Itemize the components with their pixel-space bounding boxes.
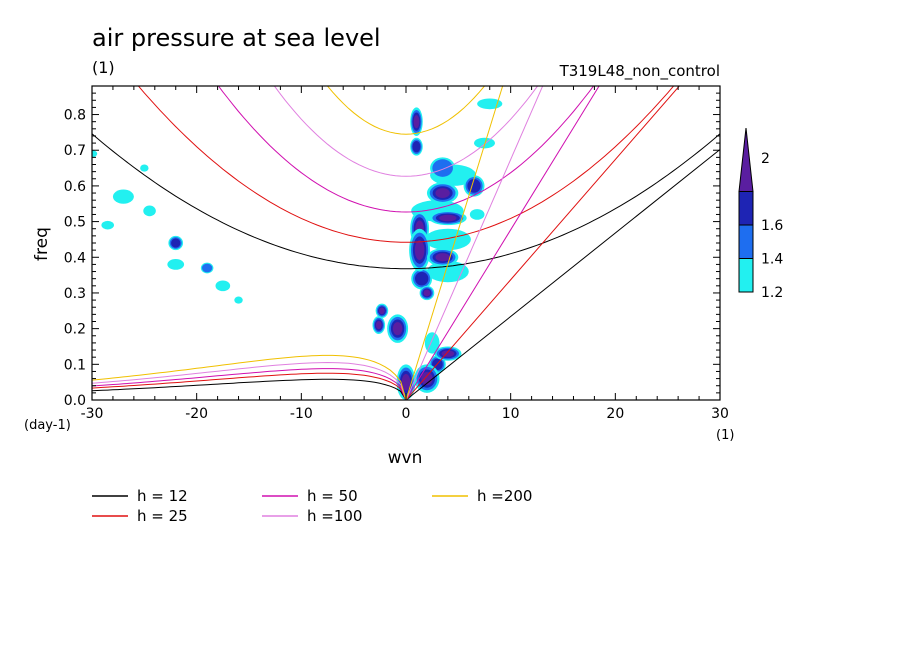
shaded-region-15-level-1 [234, 296, 243, 304]
x-units-label: (1) [716, 428, 734, 443]
shaded-region-27-level-4 [414, 240, 425, 260]
shaded-region-32-level-4 [392, 322, 403, 336]
ig-curve-2 [217, 86, 595, 213]
x-tick-label: -20 [185, 406, 208, 422]
kelvin-curve-2 [405, 86, 600, 400]
shaded-region-22-level-3 [171, 238, 181, 248]
y-tick-label: 0.4 [64, 250, 86, 266]
shaded-region-31-level-4 [375, 320, 382, 330]
legend-label: h = 25 [137, 507, 188, 525]
shaded-region-11-level-1 [167, 259, 185, 270]
kelvin-curve-1 [405, 86, 680, 400]
y-tick-label: 0.5 [64, 215, 86, 231]
x-tick-label: 10 [502, 406, 520, 422]
shaded-region-29-level-4 [423, 289, 431, 297]
shaded-region-28-level-4 [435, 253, 450, 262]
shaded-region-18-level-3 [412, 140, 421, 153]
y-tick-label: 0.7 [64, 143, 86, 159]
x-tick-label: 30 [711, 406, 729, 422]
y-axis-ticks: 0.0 0.1 0.2 0.3 0.4 0.5 0.6 0.7 0.8 [64, 92, 720, 409]
shaded-region-9-level-1 [143, 205, 156, 217]
y-tick-label: 0.1 [64, 357, 86, 373]
shaded-region-8-level-1 [112, 189, 134, 204]
x-tick-label: -30 [81, 406, 104, 422]
legend: h = 12 h = 25 h = 50 h =100 h =200 [92, 487, 532, 525]
x-tick-label: -10 [290, 406, 313, 422]
y-units-label: (day-1) [24, 418, 71, 433]
title-units: (1) [92, 58, 115, 77]
shaded-region-3-level-1 [426, 260, 469, 283]
dispersion-curves [92, 86, 720, 400]
shaded-region-10-level-1 [101, 220, 114, 230]
shaded-region-12-level-1 [215, 280, 231, 292]
legend-label: h = 12 [137, 487, 188, 505]
spectral-power-shading [92, 98, 503, 400]
shaded-region-6-level-1 [474, 137, 495, 149]
shaded-region-25-level-4 [439, 214, 457, 222]
plot-frame [91, 85, 721, 401]
colorbar-label: 1.2 [761, 285, 783, 301]
colorbar-segment [738, 258, 754, 293]
shaded-region-19-level-3 [467, 179, 481, 193]
shaded-region-7-level-1 [469, 209, 485, 220]
y-tick-label: 0.0 [64, 393, 86, 409]
chart-title: air pressure at sea level [92, 24, 381, 52]
shaded-region-17-level-2 [201, 263, 213, 273]
x-axis-label: wvn [388, 448, 423, 468]
y-axis-label: freq [32, 227, 52, 261]
shaded-region-14-level-1 [140, 164, 149, 172]
shaded-region-35-level-4 [421, 372, 433, 386]
shaded-region-30-level-4 [379, 307, 385, 315]
mrg-curve-0 [92, 378, 407, 400]
ig-curve-0 [92, 133, 720, 270]
kelvin-curve-0 [405, 149, 720, 400]
colorbar: 1.2 1.4 1.6 2 [738, 127, 783, 301]
kelvin-curve-4 [405, 86, 504, 400]
legend-label: h =100 [307, 507, 362, 525]
shaded-region-2-level-1 [424, 228, 471, 251]
ig-curve-1 [137, 86, 675, 243]
shaded-region-20-level-3 [415, 271, 429, 286]
y-tick-label: 0.6 [64, 179, 86, 195]
shaded-region-23-level-4 [413, 115, 420, 129]
legend-label: h = 50 [307, 487, 358, 505]
y-tick-label: 0.3 [64, 286, 86, 302]
kelvin-curve-3 [405, 86, 544, 400]
shaded-region-13-level-1 [92, 150, 98, 158]
shaded-region-16-level-2 [432, 159, 453, 177]
x-tick-label: 0 [402, 406, 411, 422]
mrg-curve-3 [92, 361, 407, 400]
legend-label: h =200 [477, 487, 532, 505]
colorbar-segment [738, 224, 754, 259]
ig-curve-3 [273, 86, 539, 177]
ig-curve-4 [326, 86, 486, 135]
mrg-curve-4 [92, 354, 407, 400]
mrg-curve-1 [92, 372, 407, 400]
mrg-curve-2 [92, 368, 407, 400]
y-tick-label: 0.8 [64, 108, 86, 124]
y-tick-label: 0.2 [64, 322, 86, 338]
shaded-region-24-level-4 [435, 188, 450, 198]
x-axis-ticks: -30 -20 -10 0 10 20 30 [81, 86, 729, 422]
colorbar-label: 1.4 [761, 252, 783, 268]
colorbar-label: 2 [761, 151, 770, 167]
experiment-label: T319L48_non_control [559, 62, 720, 81]
colorbar-triangle [738, 127, 754, 192]
shaded-region-34-level-4 [401, 373, 411, 391]
colorbar-segment [738, 191, 754, 226]
colorbar-label: 1.6 [761, 218, 783, 234]
x-tick-label: 20 [606, 406, 624, 422]
